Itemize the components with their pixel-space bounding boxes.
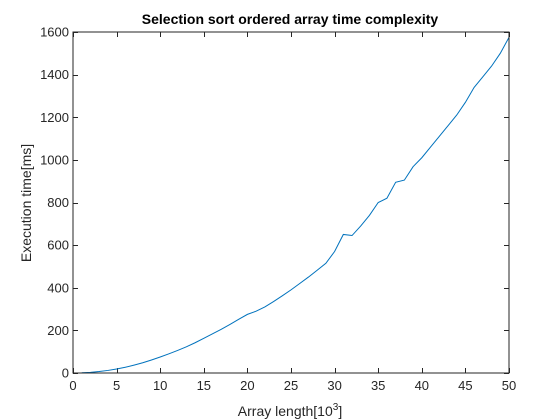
y-tick-label: 600 xyxy=(47,238,69,253)
y-tick-label: 1200 xyxy=(40,110,69,125)
y-tick-label: 1400 xyxy=(40,67,69,82)
x-tick-label: 0 xyxy=(69,378,76,393)
y-tick-label: 400 xyxy=(47,280,69,295)
x-tick-label: 10 xyxy=(153,378,167,393)
y-tick-label: 1600 xyxy=(40,25,69,40)
x-tick-label: 30 xyxy=(327,378,341,393)
y-tick-label: 200 xyxy=(47,323,69,338)
axes-box xyxy=(73,32,509,373)
x-tick-label: 25 xyxy=(284,378,298,393)
x-tick-label: 5 xyxy=(113,378,120,393)
y-tick-label: 1000 xyxy=(40,152,69,167)
x-tick-label: 40 xyxy=(415,378,429,393)
series-layer xyxy=(82,37,509,372)
x-tick-label: 20 xyxy=(240,378,254,393)
y-tick-label: 0 xyxy=(62,366,69,381)
y-axis-label: Execution time[ms] xyxy=(18,144,34,262)
x-axis-label-main: Array length[10 xyxy=(238,403,333,419)
x-axis-label: Array length[103] xyxy=(238,402,342,419)
chart-title: Selection sort ordered array time comple… xyxy=(142,11,439,27)
x-tick-label: 45 xyxy=(458,378,472,393)
series-line xyxy=(82,37,509,372)
ticks-layer: 0 5 10 15 20 25 30 35 40 45 50 0 200 400 600 800 1000 120… xyxy=(40,25,516,394)
x-tick-label: 35 xyxy=(371,378,385,393)
y-tick-label: 800 xyxy=(47,195,69,210)
x-tick-label: 15 xyxy=(197,378,211,393)
x-axis-label-end: ] xyxy=(338,403,342,419)
x-tick-label: 50 xyxy=(502,378,516,393)
